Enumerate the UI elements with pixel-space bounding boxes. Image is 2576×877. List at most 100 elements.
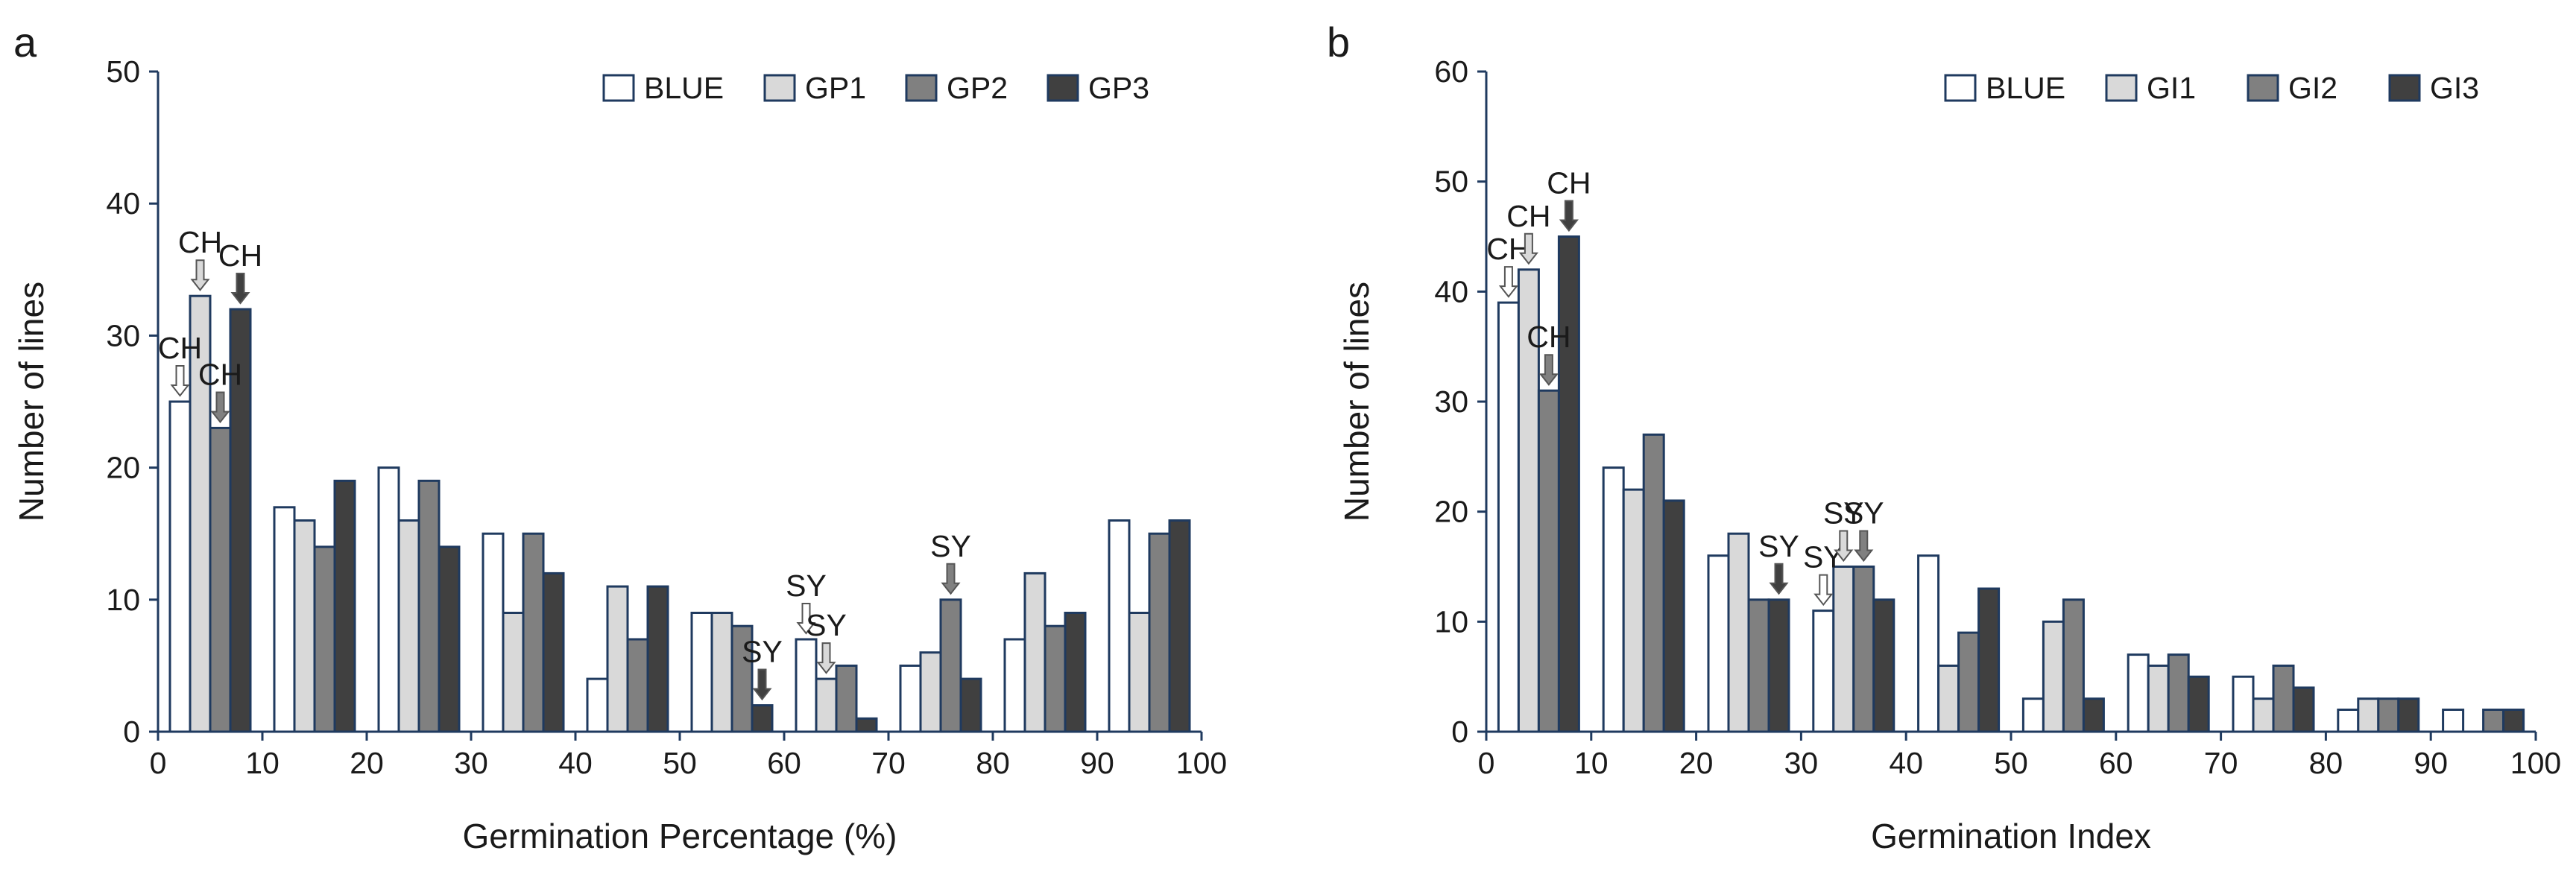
annotation-sy-gi2: SY bbox=[1843, 496, 1884, 563]
bar-gp3-9 bbox=[1168, 519, 1191, 733]
bar-gi2-1 bbox=[1642, 433, 1665, 733]
legend-swatch bbox=[2388, 74, 2421, 102]
down-arrow-icon bbox=[1498, 266, 1518, 298]
legend-item-blue: BLUE bbox=[602, 71, 724, 105]
y-tick-label: 40 bbox=[106, 186, 140, 221]
panel-label: b bbox=[1327, 19, 1350, 66]
x-tick-label: 70 bbox=[2204, 746, 2238, 780]
legend-item-gp3: GP3 bbox=[1046, 71, 1149, 105]
bar-gi2-3 bbox=[1852, 566, 1875, 733]
bar-blue-3 bbox=[482, 532, 505, 733]
bar-gp1-1 bbox=[293, 519, 316, 733]
annotation-label: CH bbox=[1486, 232, 1530, 266]
legend-label: GI2 bbox=[2288, 71, 2337, 105]
annotation-ch-gi3: CH bbox=[1547, 166, 1591, 232]
down-arrow-icon bbox=[1854, 530, 1874, 563]
down-arrow-icon bbox=[1834, 530, 1854, 563]
x-tick-label: 30 bbox=[1784, 746, 1819, 780]
x-tick-label: 20 bbox=[350, 746, 384, 780]
x-tick-label: 100 bbox=[2510, 746, 2561, 780]
annotation-label: CH bbox=[198, 357, 242, 391]
legend-swatch bbox=[2105, 74, 2138, 102]
x-tick-label: 50 bbox=[663, 746, 697, 780]
bar-gi2-5 bbox=[2062, 598, 2085, 733]
annotation-ch-gp3: CH bbox=[218, 238, 262, 305]
down-arrow-icon bbox=[816, 642, 836, 674]
x-tick-label: 80 bbox=[2309, 746, 2343, 780]
bar-gp2-0 bbox=[209, 426, 232, 733]
legend-swatch bbox=[1046, 74, 1079, 102]
legend-swatch bbox=[905, 74, 938, 102]
bar-gp1-9 bbox=[1128, 612, 1151, 733]
y-tick-label: 30 bbox=[1434, 384, 1468, 419]
bar-gi2-9 bbox=[2482, 709, 2505, 733]
x-tick-label: 80 bbox=[976, 746, 1010, 780]
y-axis-label: Number of lines bbox=[12, 282, 51, 522]
bar-gp3-4 bbox=[646, 585, 669, 733]
bar-blue-9 bbox=[1108, 519, 1131, 733]
bar-gi3-5 bbox=[2082, 697, 2105, 733]
annotation-sy-blue: SY bbox=[786, 569, 827, 635]
annotation-sy-gp1: SY bbox=[806, 608, 847, 674]
y-tick-label: 20 bbox=[1434, 495, 1468, 529]
bar-gp3-1 bbox=[333, 479, 356, 733]
bar-blue-8 bbox=[1003, 638, 1026, 733]
x-tick-label: 10 bbox=[1574, 746, 1609, 780]
x-tick-label: 50 bbox=[1994, 746, 2028, 780]
annotation-label: CH bbox=[1506, 199, 1550, 233]
bar-gi1-3 bbox=[1832, 566, 1855, 733]
annotation-label: SY bbox=[1843, 496, 1884, 531]
legend-label: BLUE bbox=[644, 71, 724, 105]
bar-gi2-0 bbox=[1537, 389, 1560, 733]
annotation-ch-gp1: CH bbox=[178, 225, 222, 291]
bar-gp3-5 bbox=[751, 704, 774, 733]
bar-blue-4 bbox=[586, 677, 609, 733]
annotation-sy-gp2: SY bbox=[930, 529, 971, 595]
bar-gi3-7 bbox=[2292, 686, 2315, 733]
annotation-ch-gp2: CH bbox=[198, 357, 242, 424]
annotation-label: SY bbox=[930, 529, 971, 563]
x-tick-label: 0 bbox=[150, 746, 167, 780]
bar-gp1-4 bbox=[606, 585, 629, 733]
annotation-label: SY bbox=[806, 608, 847, 642]
y-tick-label: 0 bbox=[1451, 715, 1468, 749]
bar-gi3-1 bbox=[1662, 499, 1685, 733]
bar-gi1-5 bbox=[2042, 620, 2065, 733]
down-arrow-icon bbox=[170, 365, 190, 397]
legend-item-gi3: GI3 bbox=[2388, 71, 2479, 105]
annotation-ch-gi2: CH bbox=[1527, 320, 1571, 386]
annotation-label: CH bbox=[1547, 166, 1591, 200]
legend-label: GP1 bbox=[805, 71, 866, 105]
legend-item-blue: BLUE bbox=[1944, 71, 2065, 105]
bar-gp1-2 bbox=[397, 519, 420, 733]
x-tick-label: 30 bbox=[454, 746, 488, 780]
x-tick-label: 100 bbox=[1176, 746, 1227, 780]
bar-blue-7 bbox=[2232, 675, 2255, 733]
bar-blue-2 bbox=[377, 466, 400, 733]
x-tick-label: 40 bbox=[1889, 746, 1923, 780]
annotation-label: CH bbox=[178, 225, 222, 259]
down-arrow-icon bbox=[190, 259, 210, 291]
legend-label: GI1 bbox=[2147, 71, 2196, 105]
legend-item-gi1: GI1 bbox=[2105, 71, 2196, 105]
legend-swatch bbox=[763, 74, 796, 102]
bar-gi1-7 bbox=[2252, 697, 2275, 733]
bar-blue-5 bbox=[690, 612, 713, 733]
x-tick-label: 20 bbox=[1679, 746, 1714, 780]
bar-gp2-8 bbox=[1044, 624, 1067, 733]
bar-gp2-1 bbox=[313, 545, 336, 733]
y-axis-label: Number of lines bbox=[1337, 282, 1376, 522]
annotation-label: SY bbox=[1758, 529, 1799, 563]
bar-blue-7 bbox=[899, 664, 922, 733]
bar-gi3-9 bbox=[2502, 709, 2525, 733]
x-tick-label: 10 bbox=[245, 746, 280, 780]
bar-gi3-3 bbox=[1872, 598, 1895, 733]
y-tick-label: 50 bbox=[1434, 165, 1468, 199]
annotation-label: CH bbox=[158, 331, 202, 365]
bar-gp1-3 bbox=[502, 612, 525, 733]
bar-blue-6 bbox=[2127, 653, 2150, 733]
y-tick-label: 10 bbox=[1434, 604, 1468, 639]
down-arrow-icon bbox=[752, 668, 772, 701]
bar-gp3-8 bbox=[1064, 612, 1087, 733]
y-tick-label: 60 bbox=[1434, 54, 1468, 89]
